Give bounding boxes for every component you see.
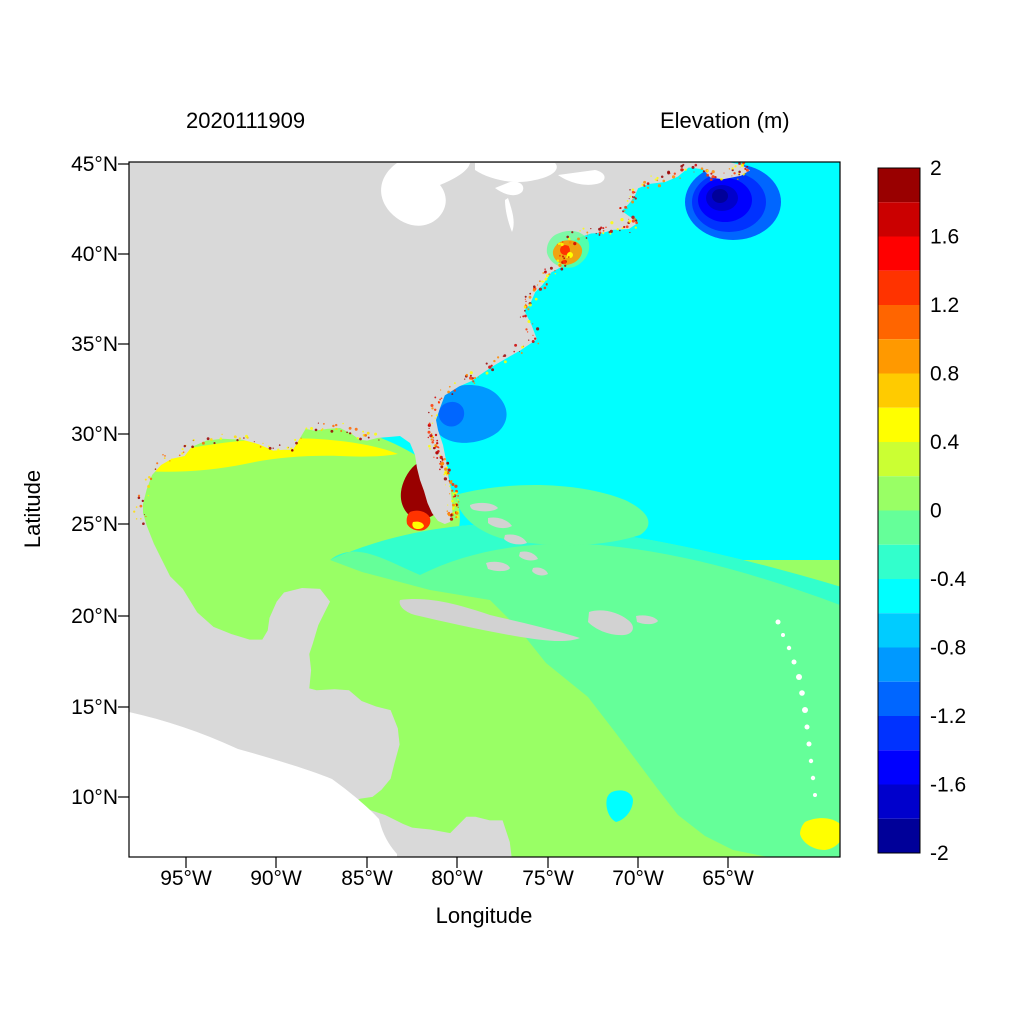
svg-text:-0.8: -0.8 (930, 637, 966, 660)
svg-text:Longitude: Longitude (436, 903, 533, 928)
svg-text:35°N: 35°N (71, 333, 118, 356)
svg-text:65°W: 65°W (702, 867, 754, 890)
svg-text:2020111909: 2020111909 (186, 108, 305, 133)
svg-text:90°W: 90°W (250, 867, 302, 890)
svg-text:2: 2 (930, 157, 942, 180)
svg-text:70°W: 70°W (612, 867, 664, 890)
svg-text:1.6: 1.6 (930, 226, 959, 249)
svg-text:80°W: 80°W (431, 867, 483, 890)
svg-text:75°W: 75°W (522, 867, 574, 890)
svg-text:95°W: 95°W (160, 867, 212, 890)
svg-text:-1.6: -1.6 (930, 774, 966, 797)
svg-text:Latitude: Latitude (20, 470, 45, 548)
svg-text:0.4: 0.4 (930, 431, 960, 454)
svg-text:15°N: 15°N (71, 696, 118, 719)
svg-text:-0.4: -0.4 (930, 568, 967, 591)
svg-text:30°N: 30°N (71, 423, 118, 446)
svg-text:40°N: 40°N (71, 243, 118, 266)
svg-text:-1.2: -1.2 (930, 705, 966, 728)
svg-text:10°N: 10°N (71, 786, 118, 809)
svg-text:-2: -2 (930, 842, 949, 865)
svg-text:20°N: 20°N (71, 605, 118, 628)
svg-text:0.8: 0.8 (930, 363, 959, 386)
svg-text:45°N: 45°N (71, 153, 118, 176)
svg-text:Elevation (m): Elevation (m) (660, 108, 790, 133)
svg-text:0: 0 (930, 500, 942, 523)
svg-text:1.2: 1.2 (930, 294, 959, 317)
svg-text:25°N: 25°N (71, 513, 118, 536)
svg-text:85°W: 85°W (341, 867, 393, 890)
